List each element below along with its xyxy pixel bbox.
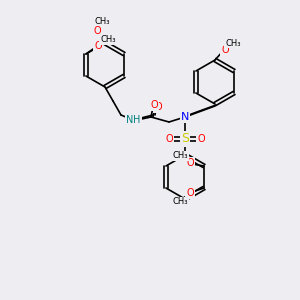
Text: O: O <box>93 26 101 36</box>
Text: O: O <box>221 45 229 55</box>
Text: N: N <box>181 112 189 122</box>
Text: O: O <box>186 158 194 168</box>
Text: CH₃: CH₃ <box>100 35 116 44</box>
Text: N: N <box>126 115 133 125</box>
Text: S: S <box>181 133 189 146</box>
Text: O: O <box>197 134 205 144</box>
Text: CH₃: CH₃ <box>225 38 241 47</box>
Text: CH₃: CH₃ <box>172 152 188 160</box>
Text: O: O <box>94 41 102 51</box>
Text: O: O <box>186 188 194 198</box>
Text: O: O <box>154 102 162 112</box>
Text: CH₃: CH₃ <box>172 197 188 206</box>
Text: CH₃: CH₃ <box>94 16 110 26</box>
Text: O: O <box>165 134 173 144</box>
Text: H: H <box>133 115 141 125</box>
Text: O: O <box>150 100 158 110</box>
